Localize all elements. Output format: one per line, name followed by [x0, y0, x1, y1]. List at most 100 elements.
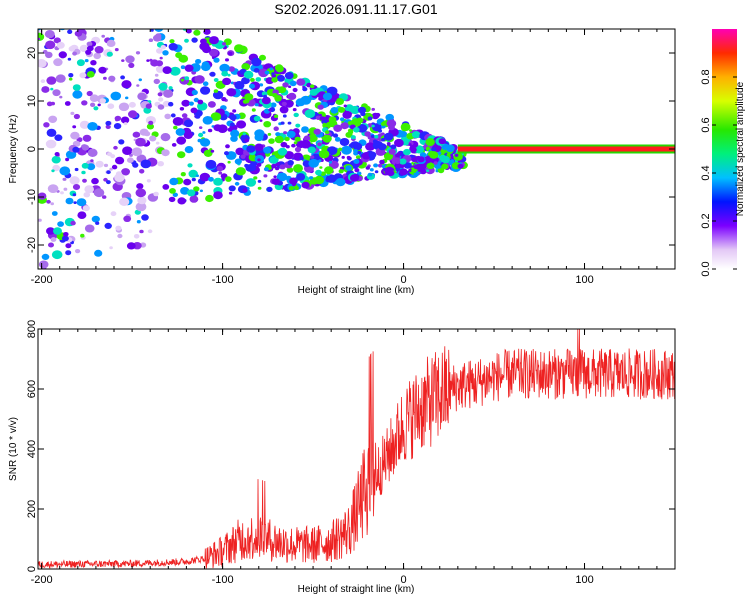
- spectrogram-cell: [232, 109, 237, 113]
- spectrogram-cell: [62, 177, 67, 181]
- spectrogram-cell: [184, 64, 194, 72]
- spectrogram-cell: [97, 103, 101, 107]
- spectrogram-cell: [309, 176, 314, 180]
- spectrogram-cell: [199, 172, 211, 182]
- spectrogram-cell: [159, 56, 163, 60]
- spectrogram-cell: [433, 161, 438, 165]
- spectrogram-cell: [51, 211, 58, 216]
- spectrogram-cell: [121, 80, 132, 89]
- spectrogram-cell: [377, 163, 383, 168]
- spectrogram-cell: [372, 139, 378, 144]
- spectrogram-cell: [53, 37, 61, 44]
- spectrogram-cell: [322, 92, 333, 101]
- spectrogram-cell: [74, 167, 79, 172]
- spectrogram-cell: [59, 166, 71, 176]
- spectrogram-cell: [171, 143, 177, 147]
- spectrogram-cell: [200, 86, 211, 95]
- spectrogram-cell: [40, 79, 46, 84]
- spectrogram-cell: [52, 89, 61, 97]
- spectrogram-cell: [349, 174, 360, 182]
- spectrogram-cell: [173, 125, 178, 130]
- spectrogram-cell: [394, 159, 401, 164]
- spectrogram-cell: [38, 37, 41, 41]
- spectrogram-cell: [193, 97, 199, 103]
- spectrogram-cell: [72, 193, 77, 197]
- spectrogram-cell: [63, 187, 68, 191]
- spectrogram-cell: [266, 186, 273, 192]
- spectrogram-cell: [242, 132, 246, 136]
- spectrogram-cell: [95, 160, 104, 168]
- spectrogram-cell: [65, 250, 72, 256]
- spectrogram-cell: [281, 101, 287, 106]
- spectrogram-cell: [106, 51, 113, 57]
- spectrogram-cell: [162, 184, 170, 190]
- spectrogram-cell: [340, 117, 345, 122]
- spectrogram-cell: [274, 114, 279, 118]
- spectrogram-cell: [216, 165, 224, 172]
- spectrogram-cell: [328, 160, 333, 164]
- spectrogram-cell: [450, 153, 454, 157]
- spectrogram-cell: [120, 116, 130, 124]
- spectrogram-cell: [181, 113, 188, 118]
- spectrogram-cell: [234, 81, 245, 90]
- spectrogram-cell: [394, 138, 404, 148]
- spectrogram-cell: [121, 59, 125, 62]
- spectrogram-cell: [109, 167, 113, 171]
- spectrogram-cell: [202, 116, 213, 125]
- spectrogram-cell: [129, 153, 133, 157]
- spectrogram-cell: [321, 141, 326, 145]
- spectrogram-cell: [367, 116, 373, 121]
- spectrogram-cell: [354, 168, 360, 173]
- spectrogram-cell: [377, 129, 383, 133]
- spectrogram-cell: [403, 148, 411, 156]
- spectrogram-cell: [168, 196, 176, 203]
- spectrogram-cell: [172, 192, 178, 197]
- spectrogram-cell: [75, 249, 81, 254]
- spectrogram-cell: [87, 148, 98, 157]
- spectrogram-field: [38, 29, 468, 269]
- colorbar-gradient: [712, 29, 737, 269]
- spectrogram-cell: [383, 132, 394, 141]
- spectrogram-cell: [131, 147, 143, 157]
- spectrogram-cell: [429, 151, 439, 159]
- spectrogram-cell: [128, 62, 135, 68]
- spectrogram-cell: [177, 151, 186, 159]
- spectrogram-cell: [105, 120, 112, 126]
- spectrogram-cell: [184, 38, 189, 43]
- spectrogram-cell: [338, 147, 343, 151]
- colorbar-tick-label: 0.6: [700, 117, 712, 132]
- spectrogram-cell: [307, 146, 316, 154]
- spectrogram-cell: [386, 170, 395, 177]
- spectrogram-cell: [155, 141, 160, 145]
- spectrogram-cell: [296, 173, 306, 181]
- spectrogram-cell: [157, 161, 164, 167]
- spectrogram-cell: [85, 49, 92, 55]
- spectrogram-xtick-label: -100: [212, 274, 234, 286]
- tone-line: [457, 144, 675, 154]
- spectrogram-cell: [371, 107, 376, 111]
- spectrogram-cell: [143, 107, 152, 114]
- spectrogram-cell: [46, 199, 51, 204]
- spectrogram-cell: [59, 95, 63, 99]
- spectrogram-cell: [188, 169, 198, 178]
- spectrogram-cell: [241, 77, 250, 85]
- spectrogram-cell: [197, 99, 204, 105]
- spectrogram-cell: [63, 232, 69, 237]
- spectrogram-cell: [126, 157, 134, 163]
- spectrogram-cell: [175, 52, 183, 59]
- spectrogram-cell: [277, 147, 288, 156]
- spectrogram-cell: [153, 191, 159, 197]
- spectrogram-cell: [105, 124, 111, 129]
- spectrogram-cell: [242, 188, 248, 193]
- spectrogram-cell: [332, 133, 339, 138]
- spectrogram-cell: [445, 144, 455, 153]
- spectrogram-cell: [324, 166, 334, 175]
- spectrogram-cell: [86, 71, 95, 78]
- spectrogram-ytick-label: 10: [26, 95, 38, 107]
- spectrogram-cell: [103, 163, 109, 168]
- spectrogram-cell: [158, 97, 164, 102]
- spectrogram-cell: [70, 111, 75, 115]
- spectrogram-cell: [353, 159, 360, 164]
- spectrogram-cell: [426, 162, 435, 169]
- colorbar-tick-label: 0.8: [700, 69, 712, 84]
